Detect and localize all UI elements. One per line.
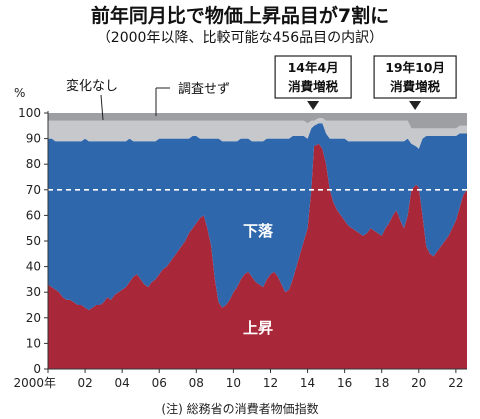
x-tick-label: 18 xyxy=(374,376,389,390)
y-tick-label: 70 xyxy=(26,183,41,197)
legend-leader-unchanged xyxy=(100,94,104,121)
y-tick-label: 0 xyxy=(33,362,41,376)
series-label-rise: 上昇 xyxy=(243,319,273,337)
unsurveyed-area xyxy=(48,113,467,129)
y-axis-unit-label: % xyxy=(14,86,25,100)
x-tick-label: 16 xyxy=(337,376,352,390)
x-tick-label: 04 xyxy=(115,376,130,390)
y-tick-label: 60 xyxy=(26,208,41,222)
legend-label-unchanged: 変化なし xyxy=(66,78,118,94)
y-tick-label: 20 xyxy=(26,311,41,325)
y-tick-label: 90 xyxy=(26,132,41,146)
annotation-date: 14年4月 xyxy=(288,60,339,75)
y-tick-label: 30 xyxy=(26,285,41,299)
x-tick-label: 02 xyxy=(77,376,92,390)
rise-area xyxy=(48,143,467,369)
annotation-marker xyxy=(307,101,320,110)
x-tick-label: 12 xyxy=(263,376,278,390)
y-tick-label: 100 xyxy=(18,106,41,120)
series-label-fall: 下落 xyxy=(243,222,274,240)
chart-subtitle: （2000年以降、比較可能な456品目の内訳） xyxy=(96,30,384,46)
y-tick-label: 40 xyxy=(26,260,41,274)
x-tick-label: 20 xyxy=(411,376,426,390)
x-tick-label: 14 xyxy=(300,376,315,390)
x-tick-label: 06 xyxy=(152,376,167,390)
annotation-box xyxy=(274,55,352,99)
annotation-box xyxy=(373,55,457,99)
fall-area xyxy=(48,123,467,311)
x-tick-label: 08 xyxy=(189,376,204,390)
annotation-event: 消費増税 xyxy=(288,79,339,94)
chart-title: 前年同月比で物価上昇品目が7割に xyxy=(90,5,390,27)
annotation-date: 19年10月 xyxy=(385,60,445,75)
annotation-event: 消費増税 xyxy=(390,79,441,94)
x-tick-label: 2000年 xyxy=(13,376,56,390)
annotation-marker xyxy=(409,101,422,110)
x-tick-label: 22 xyxy=(448,376,463,390)
y-tick-label: 10 xyxy=(26,336,41,350)
footnote: (注) 総務省の消費者物価指数 xyxy=(161,402,319,416)
y-tick-label: 50 xyxy=(26,234,41,248)
unchanged-area xyxy=(48,118,467,149)
x-tick-label: 10 xyxy=(226,376,241,390)
y-tick-label: 80 xyxy=(26,157,41,171)
legend-label-unsurveyed: 調査せず xyxy=(178,82,230,97)
